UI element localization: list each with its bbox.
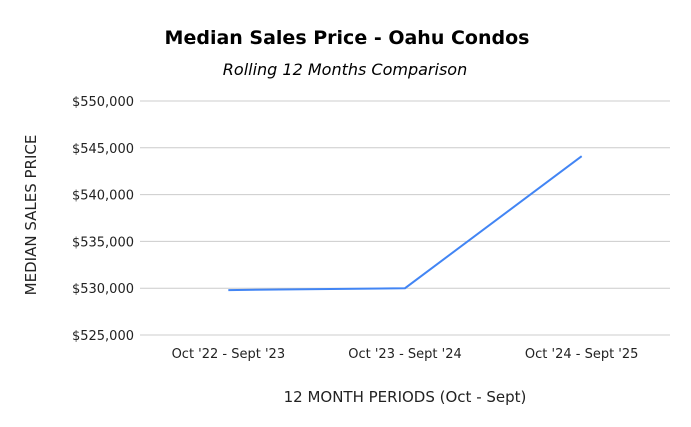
series-line: [228, 155, 583, 292]
y-tick-label: $540,000: [72, 189, 134, 204]
y-tick-label: $525,000: [72, 329, 134, 344]
y-tick-label: $545,000: [72, 142, 134, 157]
x-tick-label: Oct '24 - Sept '25: [525, 347, 639, 362]
chart-subtitle: Rolling 12 Months Comparison: [223, 60, 467, 79]
chart-title: Median Sales Price - Oahu Condos: [165, 27, 530, 49]
x-axis-label: 12 MONTH PERIODS (Oct - Sept): [284, 388, 527, 406]
y-tick-label: $530,000: [72, 282, 134, 297]
x-tick-label: Oct '22 - Sept '23: [172, 347, 286, 362]
y-tick-label: $535,000: [72, 235, 134, 250]
y-tick-label: $550,000: [72, 95, 134, 110]
x-tick-label: Oct '23 - Sept '24: [348, 347, 462, 362]
y-axis-label: MEDIAN SALES PRICE: [22, 135, 40, 296]
